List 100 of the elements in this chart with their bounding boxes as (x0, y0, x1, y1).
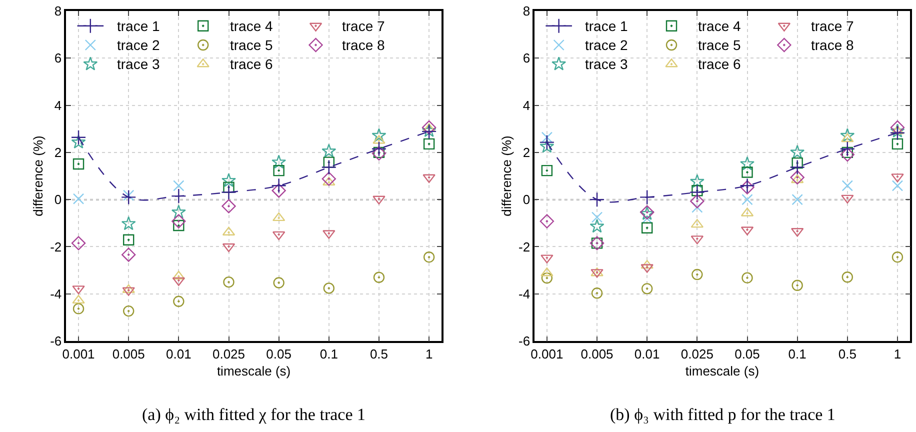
y-tick-label: 6 (54, 50, 62, 66)
legend-label: trace 4 (698, 18, 742, 34)
x-tick-label: 1 (894, 346, 902, 362)
legend-label: trace 5 (698, 37, 742, 53)
x-axis-title: timescale (s) (216, 363, 291, 378)
point (71, 134, 86, 149)
legend-label: trace 3 (585, 56, 628, 72)
x-axis-title: timescale (s) (685, 363, 760, 378)
y-tick-label: 2 (54, 144, 62, 160)
legend-label: trace 3 (117, 56, 160, 72)
point (792, 157, 803, 169)
x-tick-label: 0.01 (634, 346, 660, 362)
point (742, 272, 753, 284)
point (591, 212, 603, 223)
point (272, 212, 286, 222)
point (272, 184, 286, 198)
point (842, 180, 853, 192)
text: (a) ϕ₂ with fitted χ for the trace 1 (142, 405, 366, 424)
point (841, 133, 854, 142)
y-tick-label: -4 (50, 286, 62, 302)
point (890, 120, 905, 135)
point (740, 156, 755, 170)
point (423, 138, 435, 150)
point (841, 194, 854, 204)
x-tick-label: 0.005 (112, 346, 145, 362)
point (840, 147, 854, 162)
x-tick-label: 0.025 (212, 346, 246, 362)
y-tick-label: 4 (54, 98, 62, 113)
point (322, 144, 336, 158)
legend-label: trace 6 (698, 56, 742, 72)
y-axis-title: difference (%) (498, 136, 514, 216)
point (742, 166, 753, 178)
point (321, 160, 337, 175)
point (422, 120, 436, 135)
point (122, 248, 136, 262)
point (272, 231, 286, 240)
point (541, 132, 553, 143)
point (172, 270, 186, 280)
point (790, 160, 805, 175)
x-tick-label: 1 (425, 346, 433, 362)
point (541, 164, 553, 176)
legend-label: trace 5 (230, 37, 274, 53)
x-tick-label: 0.001 (530, 346, 564, 362)
point (840, 141, 855, 156)
point (641, 283, 653, 294)
point (273, 164, 284, 176)
point (222, 243, 236, 252)
point (123, 234, 134, 246)
y-tick-label: 6 (522, 50, 530, 66)
x-tick-label: 0.025 (680, 346, 714, 362)
point (790, 170, 804, 185)
point (371, 141, 387, 156)
point (172, 214, 186, 228)
point (591, 288, 603, 299)
point (690, 218, 704, 228)
legend-label: trace 4 (230, 18, 274, 34)
legend-label: trace 2 (117, 37, 160, 53)
point (690, 174, 704, 188)
point (72, 294, 85, 304)
point (372, 128, 386, 142)
x-tick-label: 0.005 (580, 346, 614, 362)
point (70, 130, 86, 145)
x-tick-label: 0.01 (166, 346, 192, 362)
point (892, 138, 904, 150)
x-tick-label: 0.05 (266, 346, 292, 362)
point (172, 277, 186, 286)
point (223, 276, 234, 288)
point (790, 144, 805, 159)
point (792, 194, 803, 206)
point (171, 188, 186, 204)
point (222, 199, 236, 214)
point (423, 251, 435, 263)
y-tick-label: -6 (518, 334, 530, 349)
y-tick-label: 0 (522, 192, 530, 208)
point (272, 154, 286, 169)
point (640, 260, 654, 269)
text: (b) ϕ₃ with fitted p for the trace 1 (610, 405, 836, 424)
point (892, 180, 904, 192)
point (173, 180, 184, 192)
point (72, 303, 84, 314)
y-tick-label: 8 (522, 4, 530, 19)
y-tick-label: -4 (518, 286, 530, 302)
point (890, 125, 906, 140)
point (323, 282, 335, 294)
y-tick-label: 8 (54, 4, 62, 19)
point (221, 173, 236, 187)
point (71, 236, 86, 250)
point (539, 134, 555, 150)
point (890, 124, 905, 138)
legend-label: trace 2 (585, 37, 628, 53)
legend-label: trace 8 (342, 37, 386, 53)
point (173, 296, 184, 307)
point (590, 218, 604, 233)
point (892, 251, 904, 263)
legend-label: trace 1 (585, 18, 628, 34)
point (540, 138, 554, 153)
point (541, 272, 553, 284)
point (72, 193, 84, 204)
point (639, 190, 655, 205)
point (792, 280, 803, 291)
